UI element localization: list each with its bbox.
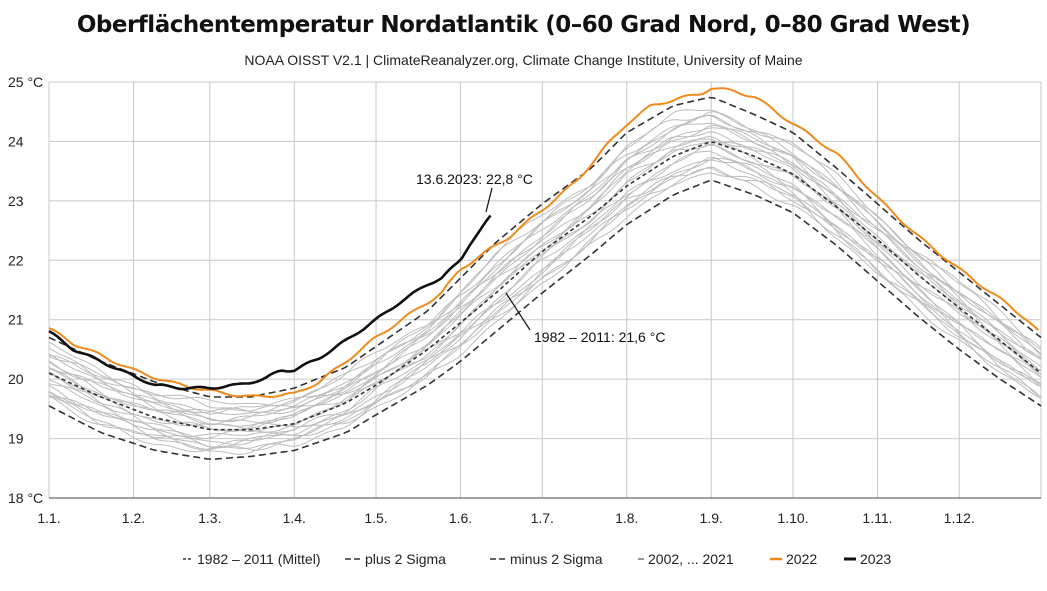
x-tick-label: 1.9. (700, 510, 723, 526)
legend-mean: 1982 – 2011 (Mittel) (183, 551, 320, 567)
annotation-mean: 1982 – 2011: 21,6 °C (534, 329, 665, 345)
gray-year-line (48, 122, 1042, 416)
y-tick-label: 19 (8, 431, 24, 447)
y-tick-label: 22 (8, 252, 24, 268)
y-tick-label: 21 (8, 312, 24, 328)
x-tick-label: 1.2. (122, 510, 145, 526)
gray-year-line (48, 143, 1042, 440)
legend-2023-swatch (844, 557, 856, 561)
legend-gray-swatch (638, 558, 644, 560)
legend-minus2sigma-label: minus 2 Sigma (510, 551, 603, 567)
gray-year-line (48, 156, 1042, 450)
gray-year-lines (48, 109, 1042, 455)
x-tick-label: 1.7. (531, 510, 554, 526)
gray-year-line (48, 167, 1042, 453)
gray-year-line (48, 172, 1042, 455)
y-tick-label: 18 °C (8, 490, 43, 506)
chart-subtitle: NOAA OISST V2.1 | ClimateReanalyzer.org,… (244, 52, 803, 68)
legend-2023: 2023 (844, 551, 891, 567)
legend-plus2sigma: plus 2 Sigma (345, 551, 446, 567)
x-tick-label: 1.1. (37, 510, 60, 526)
legend-minus2sigma: minus 2 Sigma (490, 551, 603, 567)
legend-plus2sigma-swatch (345, 558, 361, 560)
gray-year-line (48, 114, 1042, 414)
annotation-mean-leader (505, 292, 531, 331)
annotation-2023-leader (485, 187, 493, 213)
annotations: 13.6.2023: 22,8 °C 1982 – 2011: 21,6 °C (416, 171, 665, 345)
legend-gray-years: 2002, ... 2021 (638, 551, 734, 567)
legend-plus2sigma-label: plus 2 Sigma (365, 551, 446, 567)
axis-ticks: 18 °C 19 20 21 22 23 24 25 °C 1.1. 1.2. 1.3. 1.4. 1.… (8, 74, 975, 526)
gray-year-line (48, 109, 1042, 407)
series-line-minus-2-sigma (48, 180, 1042, 461)
series-line-2023 (48, 214, 492, 391)
legend-mean-swatch (183, 558, 193, 560)
x-tick-label: 1.10. (777, 510, 808, 526)
series-line-mean (48, 141, 1042, 431)
x-tick-label: 1.12. (944, 510, 975, 526)
series-line-2022 (48, 87, 1039, 399)
legend-2022-swatch (770, 557, 782, 561)
x-tick-label: 1.5. (364, 510, 387, 526)
chart-title: Oberflächentemperatur Nordatlantik (0–60… (76, 12, 971, 38)
y-tick-label: 25 °C (8, 74, 43, 90)
x-tick-label: 1.6. (449, 510, 472, 526)
legend-2022-label: 2022 (786, 551, 818, 567)
year-lines (48, 87, 1039, 399)
legend-2022: 2022 (770, 551, 817, 567)
statistic-lines (48, 96, 1042, 461)
gray-year-line (48, 135, 1042, 430)
legend: 1982 – 2011 (Mittel) plus 2 Sigma minus … (0, 551, 1047, 571)
legend-mean-label: 1982 – 2011 (Mittel) (197, 551, 321, 567)
y-tick-label: 20 (8, 371, 24, 387)
y-tick-label: 24 (8, 133, 24, 149)
x-tick-label: 1.8. (615, 510, 638, 526)
legend-gray-label: 2002, ... 2021 (648, 551, 734, 567)
x-tick-label: 1.11. (862, 510, 892, 526)
annotation-2023: 13.6.2023: 22,8 °C (416, 171, 533, 187)
legend-minus2sigma-swatch (490, 558, 506, 560)
gray-year-line (48, 131, 1042, 424)
legend-2023-label: 2023 (860, 551, 892, 567)
x-tick-label: 1.3. (198, 510, 221, 526)
y-tick-label: 23 (8, 193, 24, 209)
gray-year-line (48, 166, 1042, 451)
gray-year-line (48, 150, 1042, 438)
x-tick-label: 1.4. (283, 510, 306, 526)
series-line-plus-2-sigma (48, 96, 1042, 398)
